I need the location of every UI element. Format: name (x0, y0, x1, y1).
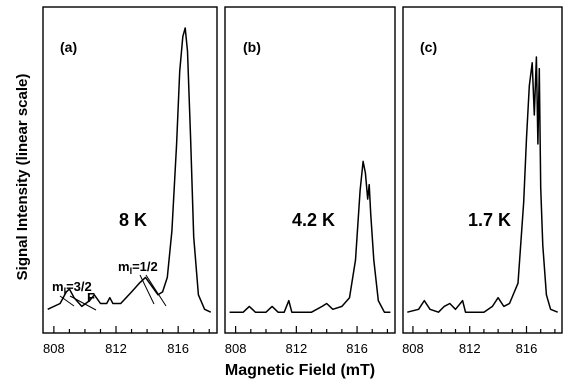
x-tick-label: 808 (402, 341, 424, 356)
panel-c-temperature: 1.7 K (468, 210, 511, 230)
x-tick-label: 812 (459, 341, 481, 356)
panel-c-frame (402, 6, 563, 334)
panel-a-frame (42, 6, 218, 334)
x-tick-label: 816 (167, 341, 189, 356)
panel-b-frame (224, 6, 396, 334)
annotation-pointer (145, 274, 167, 307)
panel-b-label: (b) (243, 39, 261, 55)
x-tick-label: 816 (346, 341, 368, 356)
x-tick-label: 808 (225, 341, 247, 356)
panel-b-trace (229, 160, 391, 313)
x-tick-label: 812 (285, 341, 307, 356)
annotation-pointer (59, 295, 75, 307)
panel-a-temperature: 8 K (119, 210, 147, 230)
panel-a-trace (47, 27, 212, 313)
x-tick-label: 816 (516, 341, 538, 356)
annotation-f: F (87, 290, 95, 305)
x-tick-label: 812 (105, 341, 127, 356)
x-axis-label: Magnetic Field (mT) (225, 362, 375, 379)
y-axis-label: Signal Intensity (linear scale) (14, 74, 31, 281)
annotation-mi-1-2: mI=1/2 (118, 259, 158, 276)
panel-a-label: (a) (60, 39, 77, 55)
panel-c-label: (c) (420, 39, 437, 55)
annotation-mi-3-2: mI=3/2 (52, 279, 92, 296)
panel-b-temperature: 4.2 K (292, 210, 335, 230)
x-tick-label: 808 (43, 341, 65, 356)
x-axis-ticks: 808 812 816 808 812 816 808 812 816 (43, 326, 556, 356)
panel-c-trace (407, 56, 558, 313)
